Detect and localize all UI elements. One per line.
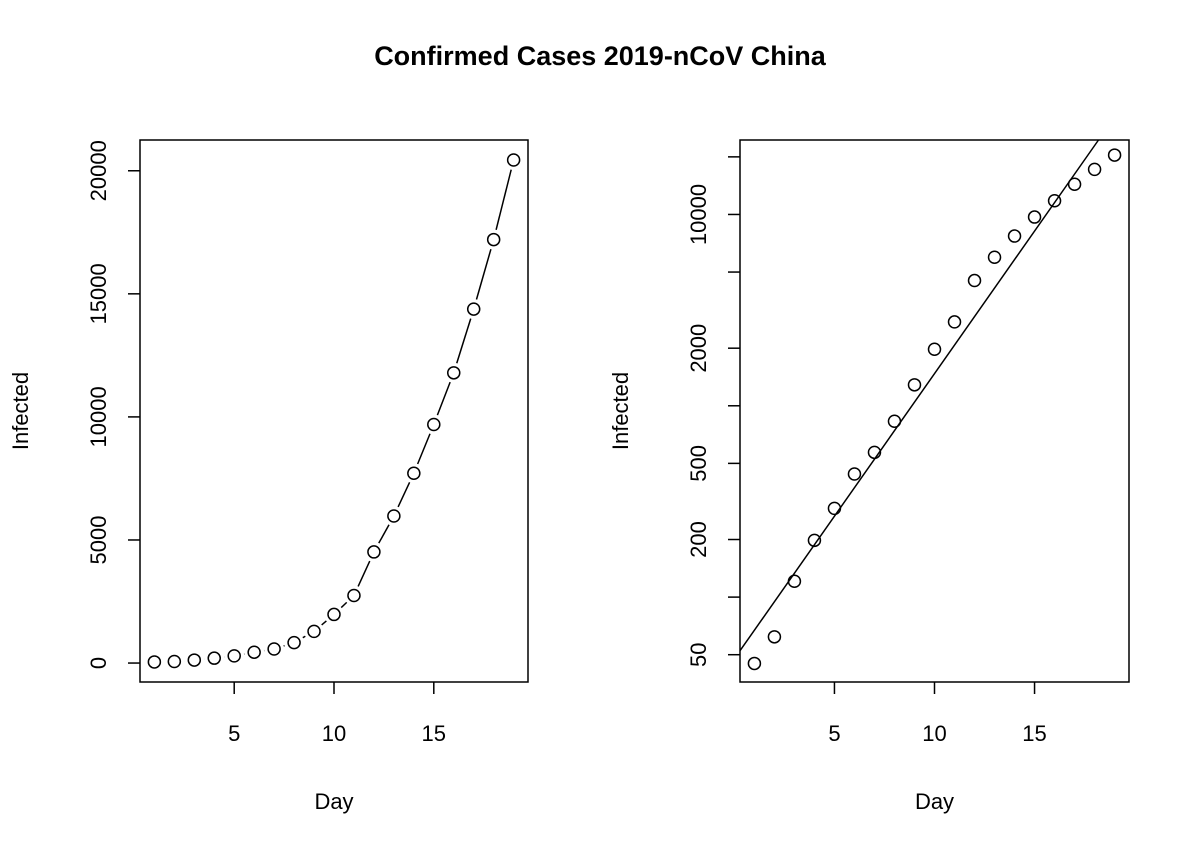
x-axis-label: Day — [915, 789, 954, 814]
y-tick-label: 20000 — [86, 140, 111, 201]
x-tick-label: 5 — [228, 721, 240, 746]
point — [247, 645, 261, 659]
point — [387, 509, 401, 523]
point — [1007, 229, 1022, 243]
point — [1087, 162, 1102, 177]
point — [187, 653, 202, 667]
point — [287, 635, 301, 650]
point — [227, 649, 241, 663]
point — [267, 642, 281, 656]
point — [207, 651, 221, 665]
connector — [475, 248, 492, 300]
connector — [340, 601, 348, 609]
point — [787, 574, 802, 589]
point — [847, 467, 862, 481]
point — [347, 588, 361, 603]
point — [167, 654, 182, 669]
point — [447, 366, 461, 380]
y-axis-label: Infected — [608, 372, 633, 450]
y-tick-label: 0 — [86, 657, 111, 669]
point — [1107, 148, 1122, 162]
y-tick-label: 200 — [686, 521, 711, 558]
point — [987, 250, 1002, 265]
point — [147, 655, 162, 669]
connector — [436, 381, 451, 416]
connector — [456, 318, 472, 364]
x-tick-label: 5 — [828, 721, 840, 746]
point — [1047, 194, 1062, 208]
point — [486, 232, 501, 247]
point — [947, 315, 962, 329]
connector — [321, 620, 327, 626]
connector — [397, 481, 411, 508]
connector — [416, 433, 431, 465]
connector — [378, 524, 390, 544]
point — [867, 445, 882, 460]
point — [367, 545, 381, 559]
y-tick-label: 500 — [686, 445, 711, 482]
point — [466, 302, 481, 316]
y-tick-label: 10000 — [686, 184, 711, 245]
point — [307, 624, 321, 639]
y-tick-label: 10000 — [86, 386, 111, 447]
connector — [495, 169, 512, 231]
figure-title: Confirmed Cases 2019-nCoV China — [374, 41, 827, 71]
point — [907, 378, 922, 392]
x-tick-label: 15 — [1022, 721, 1046, 746]
point — [927, 342, 942, 356]
point — [327, 607, 341, 622]
x-tick-label: 10 — [922, 721, 946, 746]
point — [1027, 210, 1042, 224]
y-tick-label: 2000 — [686, 324, 711, 373]
x-tick-label: 15 — [422, 721, 446, 746]
x-axis-label: Day — [314, 789, 353, 814]
point — [1067, 177, 1082, 192]
y-tick-label: 15000 — [86, 263, 111, 324]
point — [827, 501, 842, 516]
y-tick-label: 50 — [686, 642, 711, 666]
x-tick-label: 10 — [322, 721, 346, 746]
point — [807, 533, 822, 548]
point — [506, 153, 521, 167]
point — [747, 656, 762, 671]
point — [767, 630, 782, 644]
point — [967, 273, 982, 288]
y-tick-label: 5000 — [86, 516, 111, 565]
point — [427, 417, 441, 432]
point — [887, 414, 902, 429]
connector — [357, 560, 371, 587]
point — [407, 466, 421, 480]
trend-line — [739, 139, 1100, 652]
y-axis-label: Infected — [8, 372, 33, 450]
connector — [302, 635, 306, 639]
